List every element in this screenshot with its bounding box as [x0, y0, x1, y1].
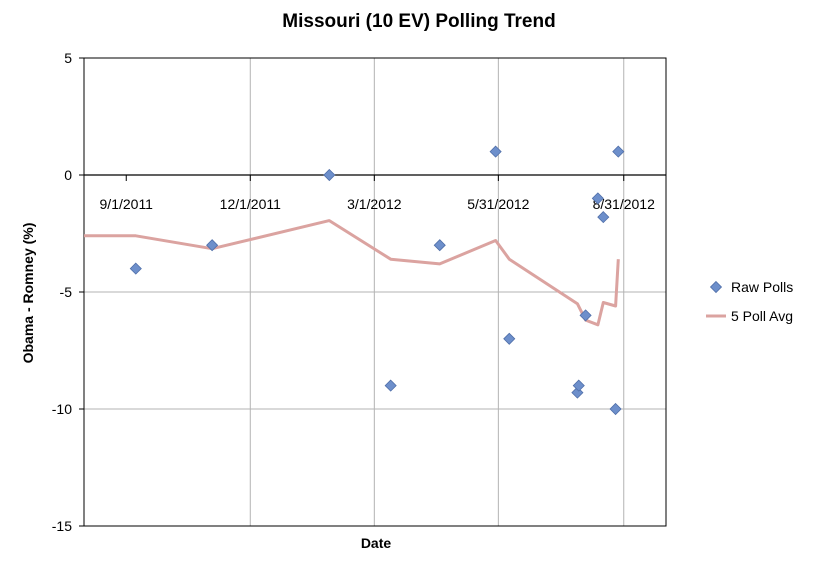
grid	[84, 58, 666, 526]
raw-poll-point	[612, 145, 625, 158]
y-tick-label: -15	[52, 518, 72, 534]
y-tick-label: -10	[52, 401, 72, 417]
poll-points-layer	[129, 145, 625, 416]
axes: 5 0 -5 -10 -15 9/1/2011 12/1/2011 3/1/2012 5/31/…	[52, 50, 666, 534]
x-tick-label: 8/31/2012	[593, 196, 655, 212]
legend-raw-polls-marker	[709, 280, 723, 294]
chart-title: Missouri (10 EV) Polling Trend	[282, 11, 555, 32]
y-tick-label: 0	[64, 167, 72, 183]
raw-poll-point	[609, 402, 622, 416]
x-tick-label: 3/1/2012	[347, 196, 402, 212]
x-tick-label: 9/1/2011	[100, 196, 154, 212]
raw-poll-point	[129, 262, 142, 275]
raw-poll-point	[591, 192, 604, 205]
y-tick-label: 5	[64, 50, 72, 66]
raw-poll-point	[384, 379, 397, 392]
y-axis-title: Obama - Romney (%)	[20, 223, 36, 364]
raw-poll-point	[503, 332, 516, 345]
legend-raw-polls-label: Raw Polls	[731, 279, 793, 295]
legend: Raw Polls 5 Poll Avg	[706, 279, 793, 324]
raw-poll-point	[597, 211, 610, 224]
x-tick-label: 12/1/2011	[220, 196, 281, 212]
raw-poll-point	[206, 239, 219, 252]
raw-poll-point	[489, 145, 502, 158]
raw-poll-point	[433, 239, 446, 252]
raw-poll-point	[323, 168, 336, 182]
x-axis-title: Date	[361, 535, 392, 551]
y-tick-label: -5	[60, 284, 73, 300]
raw-poll-point	[572, 379, 585, 392]
five-poll-average-line	[84, 219, 620, 327]
legend-5-poll-avg-label: 5 Poll Avg	[731, 308, 793, 324]
average-line-layer	[84, 219, 620, 327]
raw-poll-point	[579, 309, 592, 322]
x-tick-label: 5/31/2012	[467, 196, 529, 212]
